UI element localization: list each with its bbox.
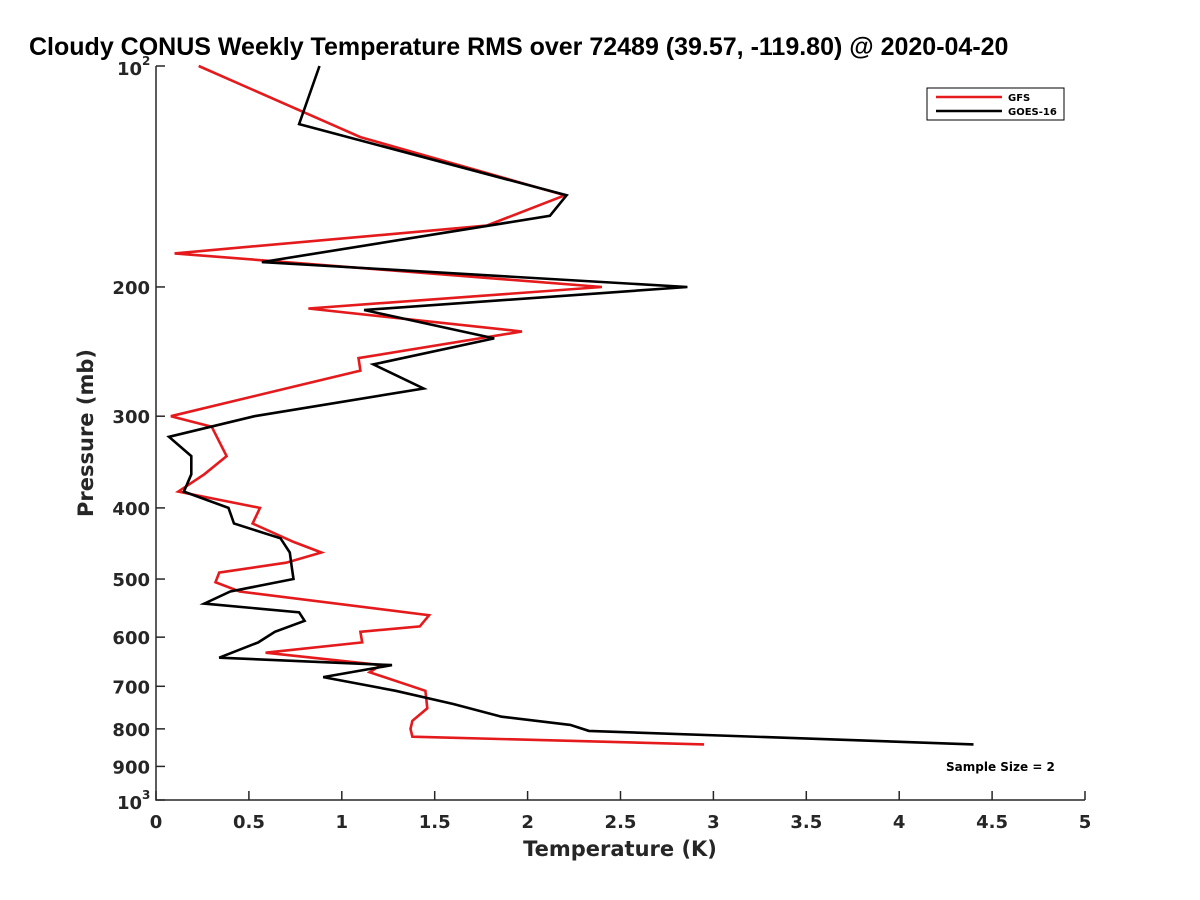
legend: GFS GOES-16 xyxy=(926,87,1065,121)
y-tick-label-exponent: 2 xyxy=(142,54,150,68)
y-tick-label: 600 xyxy=(112,628,150,649)
x-tick-label: 2 xyxy=(521,812,534,833)
y-tick-label: 10 xyxy=(117,793,142,814)
x-tick-label: 5 xyxy=(1079,812,1092,833)
series-line-goes16 xyxy=(166,65,974,746)
x-tick-label: 4.5 xyxy=(976,812,1008,833)
x-tick-label: 0.5 xyxy=(233,812,265,833)
y-tick-label-base: 10 xyxy=(117,59,142,80)
series-group xyxy=(166,64,974,746)
x-tick-label: 0 xyxy=(150,812,163,833)
legend-label-gfs: GFS xyxy=(1008,93,1030,104)
y-axis-label: Pressure (mb) xyxy=(74,349,98,517)
x-tick-label: 3.5 xyxy=(790,812,822,833)
legend-label-goes16: GOES-16 xyxy=(1008,107,1057,118)
x-tick-label: 1 xyxy=(336,812,349,833)
y-tick-label: 10 xyxy=(117,59,142,80)
y-tick-label: 300 xyxy=(112,407,150,428)
y-tick-label: 900 xyxy=(112,757,150,778)
y-tick-label-exponent: 3 xyxy=(142,788,150,802)
x-tick-label: 2.5 xyxy=(605,812,637,833)
y-tick-label: 800 xyxy=(112,720,150,741)
sample-size-annotation: Sample Size = 2 xyxy=(946,760,1055,774)
y-tick-label: 700 xyxy=(112,677,150,698)
chart-title: Cloudy CONUS Weekly Temperature RMS over… xyxy=(29,33,1008,61)
y-tick-label: 200 xyxy=(112,278,150,299)
x-tick-label: 4 xyxy=(893,812,906,833)
x-tick-label: 1.5 xyxy=(419,812,451,833)
y-tick-label: 500 xyxy=(112,570,150,591)
y-tick-label: 400 xyxy=(112,499,150,520)
x-axis-label: Temperature (K) xyxy=(523,837,717,861)
y-tick-label-base: 10 xyxy=(117,793,142,814)
series-line-gfs xyxy=(170,64,705,746)
legend-box xyxy=(926,87,1065,121)
x-tick-label: 3 xyxy=(707,812,720,833)
x-axis-ticks: 0 0.5 1 1.5 2 2.5 3 3.5 4 4.5 5 xyxy=(150,791,1092,833)
